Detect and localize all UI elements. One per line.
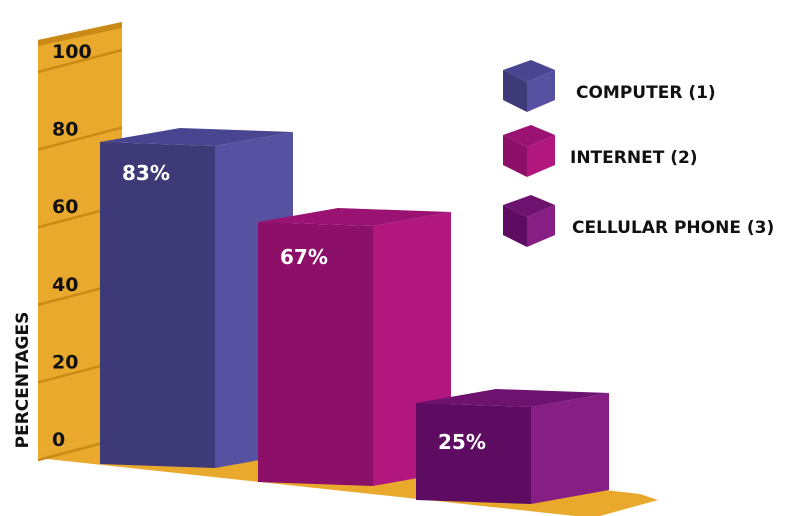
- bar-top: [416, 389, 609, 407]
- legend-swatch-side: [527, 205, 555, 247]
- y-tick-line: [37, 126, 123, 151]
- y-tick-label: 100: [52, 41, 92, 63]
- legend-swatch-front: [503, 70, 527, 112]
- bar-top: [258, 208, 451, 227]
- bar-front: [258, 222, 373, 487]
- legend: COMPUTER (1) INTERNET (2) CELLULAR PHONE (…: [503, 60, 774, 247]
- bars: [100, 127, 609, 504]
- y-tick-label: 60: [52, 196, 78, 218]
- data-label: 67%: [280, 245, 328, 269]
- legend-swatch-front: [503, 135, 527, 177]
- legend-label: CELLULAR PHONE (3): [572, 218, 774, 238]
- bar-top: [100, 127, 293, 146]
- axis-wall-top-edge: [38, 22, 122, 46]
- legend-swatch-side: [527, 70, 555, 112]
- bar-front: [416, 403, 531, 504]
- bar-side: [531, 393, 609, 504]
- legend-label: COMPUTER (1): [576, 83, 716, 103]
- bar-front: [100, 141, 215, 468]
- legend-swatch-front: [503, 205, 527, 247]
- data-label: 83%: [122, 161, 170, 185]
- y-tick-label: 0: [52, 429, 65, 451]
- y-tick-label: 20: [52, 351, 78, 373]
- y-tick-label: 80: [52, 119, 78, 141]
- y-axis-label: PERCENTAGES: [13, 312, 33, 449]
- data-labels: 83% 67% 25%: [122, 161, 486, 454]
- legend-label: INTERNET (2): [570, 148, 698, 168]
- y-tick-label: 40: [52, 274, 78, 296]
- data-label: 25%: [438, 430, 486, 454]
- legend-swatch-side: [527, 135, 555, 177]
- y-tick-line: [37, 48, 123, 74]
